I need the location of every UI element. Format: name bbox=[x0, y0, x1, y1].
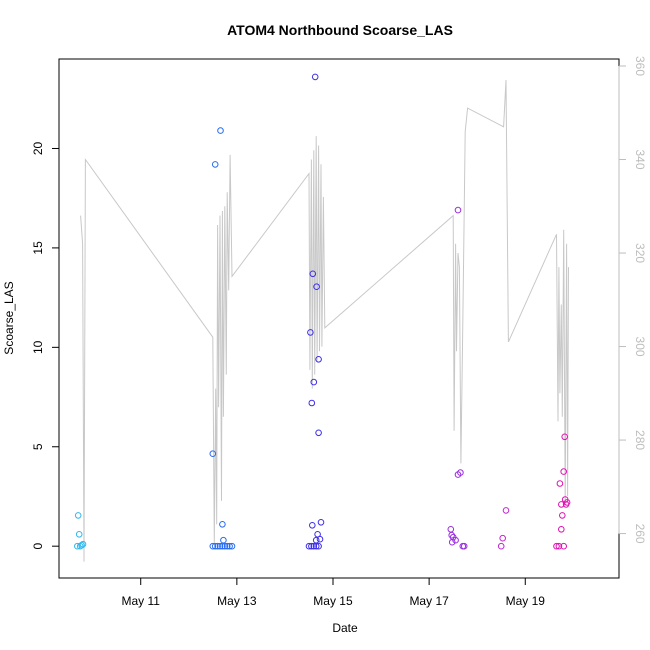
x-tick-label: May 19 bbox=[506, 594, 546, 608]
data-point bbox=[310, 542, 318, 550]
x-tick-label: May 13 bbox=[217, 594, 257, 608]
data-point bbox=[209, 450, 217, 458]
data-point bbox=[308, 399, 316, 407]
data-point bbox=[555, 542, 563, 550]
x-tick-label: May 15 bbox=[313, 594, 353, 608]
data-point bbox=[317, 519, 325, 526]
data-point bbox=[311, 73, 319, 81]
data-point bbox=[313, 283, 320, 291]
y2-tick-label: 340 bbox=[633, 150, 647, 170]
data-point bbox=[452, 536, 459, 544]
y-tick-label: 10 bbox=[31, 340, 45, 354]
data-point bbox=[309, 270, 317, 278]
y-axis-right: 260 280 300 320 340 360 bbox=[618, 56, 647, 544]
data-point bbox=[499, 534, 507, 542]
data-point bbox=[553, 542, 560, 550]
data-point bbox=[79, 540, 87, 548]
plot-frame bbox=[58, 58, 620, 579]
chart-title: ATOM4 Northbound Scoarse_LAS bbox=[227, 22, 453, 38]
y-axis-left: 0 5 10 15 20 bbox=[31, 141, 60, 550]
x-axis: May 11 May 13 May 15 May 17 May 19 bbox=[121, 577, 546, 608]
y2-tick-label: 360 bbox=[633, 56, 647, 76]
x-tick-label: May 17 bbox=[409, 594, 449, 608]
data-point bbox=[312, 536, 320, 544]
data-point bbox=[217, 127, 224, 134]
data-point bbox=[457, 469, 464, 476]
data-point bbox=[309, 522, 316, 529]
data-point bbox=[209, 542, 217, 550]
y-tick-label: 0 bbox=[31, 543, 45, 550]
data-point bbox=[221, 542, 229, 550]
data-point bbox=[560, 542, 568, 550]
data-point bbox=[75, 531, 83, 538]
data-point bbox=[315, 542, 322, 550]
data-point bbox=[454, 206, 462, 214]
data-point bbox=[563, 499, 571, 506]
data-point bbox=[316, 535, 324, 543]
data-point bbox=[305, 542, 313, 550]
data-point bbox=[497, 542, 505, 550]
data-point bbox=[78, 541, 85, 549]
data-point bbox=[558, 526, 565, 533]
data-point bbox=[560, 468, 568, 475]
data-point bbox=[228, 542, 236, 550]
data-point bbox=[216, 542, 224, 550]
data-point bbox=[308, 542, 315, 550]
scatter-series bbox=[74, 73, 571, 550]
data-point bbox=[219, 521, 226, 528]
data-point bbox=[214, 542, 221, 550]
y-tick-label: 5 bbox=[31, 443, 45, 450]
data-point bbox=[315, 356, 322, 363]
y2-tick-label: 260 bbox=[633, 524, 647, 544]
data-point bbox=[556, 480, 564, 487]
data-point bbox=[310, 378, 318, 386]
data-point bbox=[226, 542, 233, 550]
x-axis-label: Date bbox=[332, 621, 358, 635]
data-point bbox=[312, 542, 320, 550]
y-tick-label: 20 bbox=[31, 141, 45, 155]
data-point bbox=[220, 536, 227, 544]
series-line bbox=[80, 79, 569, 562]
data-point bbox=[211, 542, 219, 550]
data-point bbox=[502, 507, 510, 514]
data-point bbox=[561, 433, 569, 441]
data-point bbox=[74, 542, 81, 550]
data-point bbox=[219, 542, 226, 550]
data-point bbox=[460, 542, 468, 550]
data-point bbox=[447, 526, 455, 533]
data-point bbox=[559, 512, 566, 519]
y-axis-label: Scoarse_LAS bbox=[2, 281, 16, 354]
data-point bbox=[223, 542, 231, 550]
data-point bbox=[307, 329, 314, 336]
data-point bbox=[558, 501, 565, 508]
data-point bbox=[74, 512, 82, 519]
x-tick-label: May 11 bbox=[121, 594, 160, 608]
y-tick-label: 15 bbox=[31, 241, 45, 255]
y2-tick-label: 300 bbox=[633, 337, 647, 357]
y2-tick-label: 320 bbox=[633, 243, 647, 263]
right-axis-line-series bbox=[80, 79, 569, 562]
data-point bbox=[448, 531, 456, 539]
y2-tick-label: 280 bbox=[633, 430, 647, 450]
data-point bbox=[315, 429, 322, 437]
data-point bbox=[211, 161, 219, 168]
